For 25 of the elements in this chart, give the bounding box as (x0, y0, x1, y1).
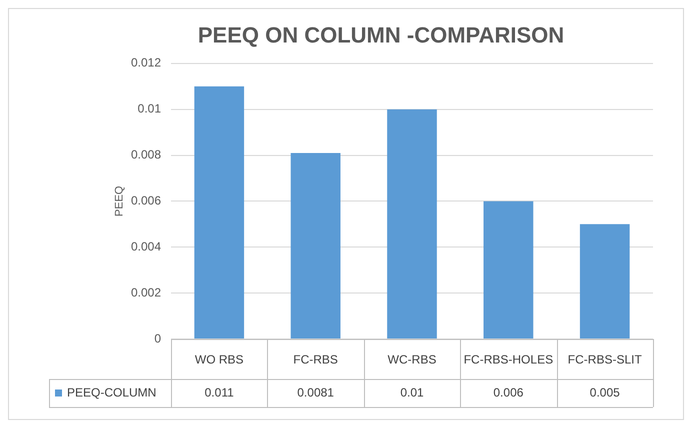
y-tick-label: 0.004 (130, 239, 162, 254)
bar (194, 86, 244, 338)
y-tick-label: 0.01 (138, 102, 162, 116)
data-label: 0.011 (204, 385, 234, 400)
data-label: 0.0081 (297, 385, 334, 400)
x-tick-label: WC-RBS (388, 352, 436, 367)
x-tick-label: WO RBS (194, 352, 244, 367)
x-tick-label: FC-RBS (293, 352, 338, 367)
x-tick-label: FC-RBS-HOLES (464, 352, 554, 367)
y-tick-label: 0 (154, 331, 162, 346)
y-tick-label: 0.012 (130, 56, 162, 70)
bar (290, 152, 340, 338)
bar (387, 109, 437, 338)
data-label: 0.006 (493, 385, 524, 400)
y-tick-label: 0.008 (130, 148, 162, 162)
legend-label: PEEQ-COLUMN (67, 385, 156, 400)
y-tick-label: 0.002 (130, 285, 162, 300)
x-tick-label: FC-RBS-SLIT (568, 352, 642, 367)
y-tick-label: 0.006 (130, 194, 162, 208)
chart-title: PEEQ ON COLUMN -COMPARISON (198, 22, 564, 48)
bar (580, 224, 630, 338)
data-label: 0.005 (590, 385, 620, 400)
data-label: 0.01 (400, 385, 424, 400)
y-axis-title: PEEQ (114, 185, 126, 216)
bar (484, 201, 534, 338)
